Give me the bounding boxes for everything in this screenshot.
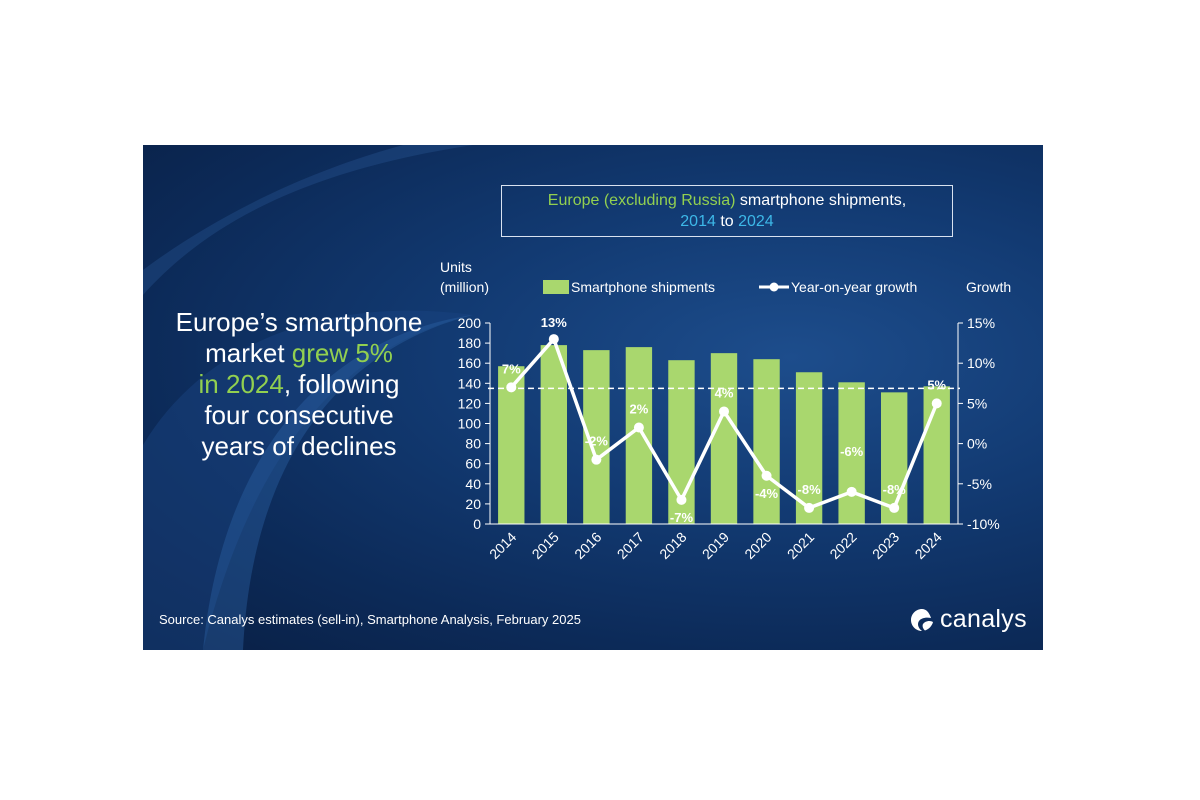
bar-2024: [923, 386, 950, 524]
growth-data-label: -8%: [798, 482, 822, 497]
y-right-tick-label: 5%: [967, 395, 987, 411]
y-left-tick-label: 100: [458, 416, 482, 432]
x-tick-label: 2019: [699, 529, 732, 562]
growth-point-2023: [889, 502, 900, 513]
background-swoosh: [143, 145, 473, 650]
title-to: to: [715, 213, 739, 230]
bar-2022: [838, 382, 865, 524]
headline-line-4: four consecutive: [204, 400, 394, 430]
bars-group: [498, 345, 950, 524]
x-tick-label: 2015: [529, 529, 562, 562]
growth-data-label: -8%: [883, 482, 907, 497]
legend-line-label: Year-on-year growth: [791, 279, 917, 295]
growth-point-2015: [548, 334, 559, 345]
y-axis-left-label-line-2: (million): [440, 279, 489, 295]
x-tick-label: 2020: [741, 529, 774, 562]
bar-2015: [540, 345, 568, 524]
growth-point-2020: [761, 470, 772, 481]
growth-point-2021: [804, 502, 815, 513]
legend-bar-swatch: [543, 280, 569, 294]
y-left-tick-label: 120: [458, 395, 482, 411]
y-left-tick-label: 40: [465, 476, 481, 492]
growth-data-label: -2%: [585, 434, 609, 449]
x-axis-ticks: 2014 2015 2016 2017 2018 2019 2020 2021 2022 2023…: [486, 529, 945, 562]
growth-data-label: 5%: [927, 377, 946, 392]
growth-point-2024: [931, 398, 942, 409]
growth-point-2019: [719, 406, 729, 417]
y-left-tick-label: 60: [465, 456, 481, 472]
x-tick-label: 2021: [784, 529, 817, 562]
x-tick-label: 2017: [614, 529, 647, 562]
y-left-tick-label: 140: [458, 375, 482, 391]
canalys-logo-text: canalys: [940, 605, 1027, 633]
headline-line-5: years of declines: [201, 431, 397, 461]
legend: Smartphone shipments Year-on-year growth: [543, 279, 917, 295]
bar-2023: [880, 392, 908, 524]
growth-data-label: 7%: [502, 361, 521, 376]
bar-2014: [498, 366, 525, 524]
canalys-logo: canalys: [909, 605, 1027, 634]
y-left-tick-label: 0: [473, 516, 481, 532]
y-axis-left-label-line-1: Units: [440, 259, 472, 275]
growth-data-label: 4%: [715, 385, 734, 400]
x-tick-label: 2024: [912, 529, 945, 562]
y-left-tick-label: 160: [458, 355, 482, 371]
y-left-tick-label: 200: [458, 315, 482, 331]
growth-data-label: -4%: [755, 486, 779, 501]
title-end-year: 2024: [738, 213, 774, 230]
x-tick-label: 2022: [826, 529, 859, 562]
y-right-tick-label: 10%: [967, 355, 995, 371]
growth-point-2018: [676, 494, 687, 505]
legend-bar-label: Smartphone shipments: [571, 279, 715, 295]
title-subject: smartphone shipments,: [735, 192, 907, 209]
growth-line-group: 7% 13% -2% 2% -7% 4% -4% -8% -6% -8% 5%: [502, 315, 947, 525]
y-right-tick-label: -10%: [967, 516, 1000, 532]
y-right-tick-label: 15%: [967, 315, 995, 331]
y-left-tick-label: 180: [458, 335, 482, 351]
legend-line-marker: [769, 282, 779, 292]
headline: Europe’s smartphone market grew 5% in 20…: [153, 307, 445, 462]
bar-2020: [753, 359, 780, 524]
growth-data-label: -7%: [670, 510, 694, 525]
headline-line-2-highlight: grew 5%: [291, 338, 393, 368]
combo-chart: Units (million) Growth Smartphone shipme…: [440, 259, 1011, 562]
chart-slide: Europe’s smartphone market grew 5% in 20…: [143, 145, 1043, 650]
growth-point-2017: [633, 422, 644, 433]
growth-data-label: 2%: [630, 402, 649, 417]
growth-point-2016: [591, 454, 602, 465]
title-start-year: 2014: [680, 213, 716, 230]
x-tick-label: 2023: [869, 529, 902, 562]
title-region: Europe (excluding Russia): [547, 192, 736, 209]
chart-title: Europe (excluding Russia) smartphone shi…: [501, 185, 953, 237]
growth-point-2014: [506, 382, 517, 393]
canalys-logo-icon: [911, 608, 933, 631]
x-tick-label: 2014: [486, 529, 519, 562]
headline-line-1: Europe’s smartphone: [175, 307, 423, 337]
headline-line-2-pre: market: [205, 338, 292, 368]
headline-line-3-highlight: in 2024: [198, 369, 284, 399]
y-right-tick-label: 0%: [967, 436, 987, 452]
y-right-tick-label: -5%: [967, 476, 992, 492]
headline-line-3-post: , following: [283, 369, 400, 399]
x-tick-label: 2018: [656, 529, 689, 562]
growth-data-label: 13%: [541, 315, 567, 330]
growth-data-label: -6%: [840, 444, 864, 459]
y-left-tick-label: 20: [465, 496, 481, 512]
bar-2021: [795, 372, 823, 524]
bar-2019: [710, 353, 738, 524]
growth-point-2022: [846, 486, 857, 497]
source-note: Source: Canalys estimates (sell-in), Sma…: [159, 612, 581, 627]
x-tick-label: 2016: [571, 529, 604, 562]
y-axis-right-label: Growth: [966, 279, 1011, 295]
y-left-tick-label: 80: [465, 436, 481, 452]
axes-group: 0 20 40 60 80 100 120 140 160 180 200 -10% -5% 0% 5% 10…: [458, 315, 1000, 532]
